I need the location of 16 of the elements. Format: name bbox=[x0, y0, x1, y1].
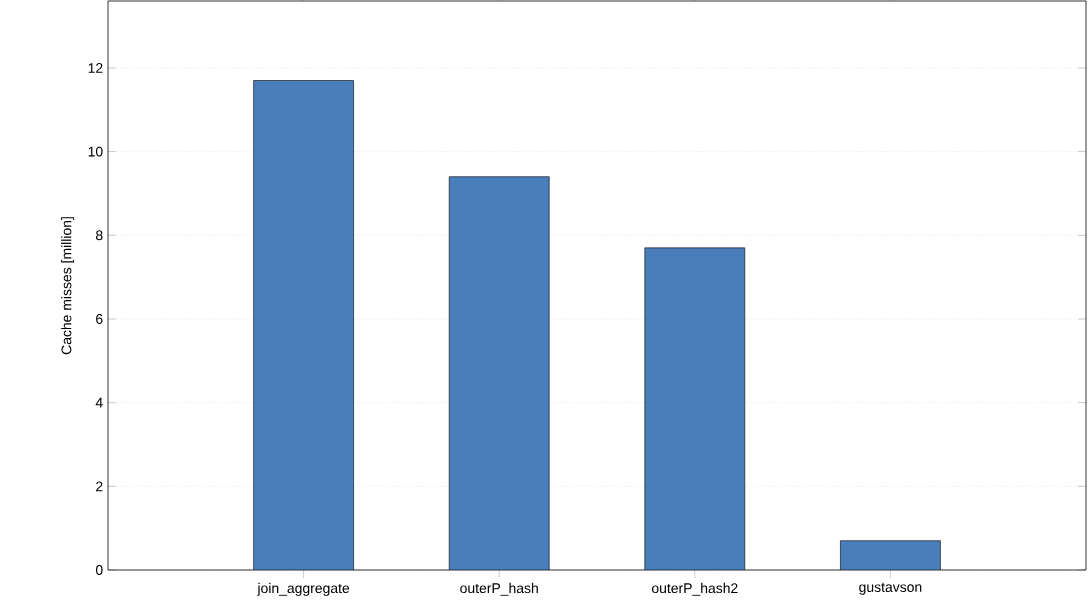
y-tick-label: 4 bbox=[95, 397, 103, 408]
y-axis-title: Cache misses [million] bbox=[61, 217, 75, 355]
bar bbox=[253, 80, 354, 570]
x-tick-label: outerP_hash2 bbox=[651, 582, 738, 596]
bar bbox=[448, 176, 550, 570]
bar bbox=[644, 247, 746, 570]
x-tick-label: gustavson bbox=[859, 582, 922, 595]
y-tick-label: 8 bbox=[96, 230, 103, 241]
x-tick-label: join_aggregate bbox=[257, 582, 350, 596]
y-tick-label: 6 bbox=[96, 314, 103, 324]
y-tick-label: 2 bbox=[96, 481, 103, 492]
bar bbox=[840, 540, 941, 570]
y-tick-label: 12 bbox=[88, 63, 103, 73]
y-tick-label: 10 bbox=[88, 146, 103, 157]
x-tick-label: outerP_hash bbox=[460, 582, 538, 596]
y-tick-label: 0 bbox=[95, 565, 103, 575]
